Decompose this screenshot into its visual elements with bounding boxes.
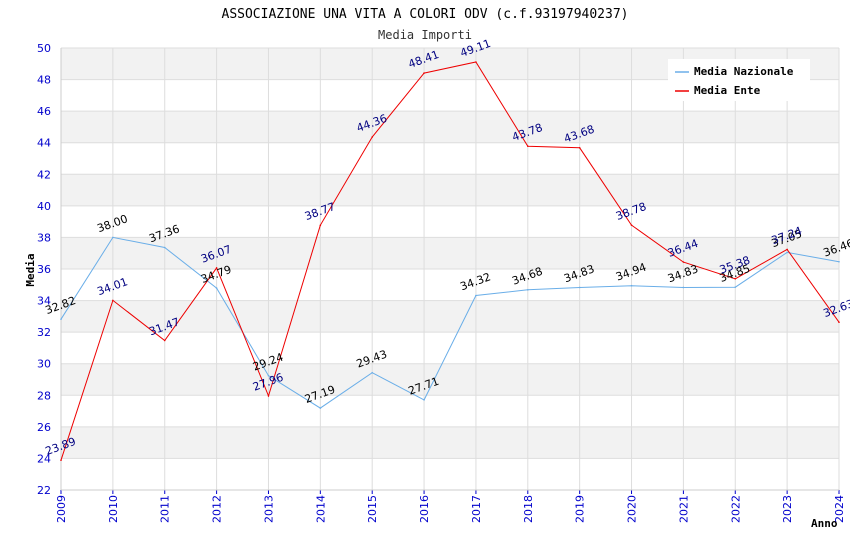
series-lines [60,61,840,461]
grid-band [61,300,839,333]
grid-band [61,111,839,143]
point-media-nazionale-2015 [371,371,374,374]
legend: Media Nazionale Media Ente [668,59,810,101]
y-tick-34: 34 [37,295,51,308]
point-media-nazionale-2023 [786,251,788,254]
point-media-ente-2012 [215,267,218,269]
y-tick-36: 36 [37,263,51,276]
series-line-media-ente [60,61,840,461]
point-media-nazionale-2010 [112,236,114,239]
x-tick-2014: 2014 [314,495,327,523]
legend-label-media-nazionale: Media Nazionale [694,65,794,78]
point-media-nazionale-2024 [838,260,840,263]
point-media-ente-2020 [630,224,633,226]
grid-bands [61,48,839,459]
point-media-ente-2023 [786,248,788,251]
point-media-ente-2013 [267,395,270,397]
x-tick-2010: 2010 [107,495,120,523]
x-tick-2018: 2018 [522,495,535,523]
point-media-nazionale-2019 [578,286,581,289]
y-tick-38: 38 [37,231,51,244]
point-media-nazionale-2022 [734,286,737,288]
point-media-ente-2024 [838,321,840,323]
point-media-ente-2016 [423,72,425,74]
x-tick-labels: 2009 2010 2011 2012 2013 2014 2015 2016 2017 2018… [55,495,846,523]
axes [60,48,839,491]
point-media-nazionale-2014 [319,407,322,409]
point-media-nazionale-2021 [682,286,685,289]
x-tick-2019: 2019 [574,495,587,523]
y-tick-30: 30 [37,358,51,371]
y-tick-26: 26 [37,421,51,434]
x-tick-2011: 2011 [159,495,172,523]
y-tick-22: 22 [37,484,51,497]
point-media-nazionale-2011 [163,246,166,249]
grid-band [61,237,839,269]
point-media-ente-2011 [163,339,166,342]
point-media-nazionale-2013 [267,374,270,377]
legend-box [668,59,810,101]
x-tick-2020: 2020 [626,495,639,523]
y-tick-32: 32 [37,326,51,339]
x-tick-2023: 2023 [781,495,794,523]
y-tick-24: 24 [37,452,51,465]
point-media-ente-2015 [371,136,374,138]
point-media-nazionale-2016 [423,399,425,401]
x-tick-2021: 2021 [677,495,690,523]
x-tick-2017: 2017 [470,495,483,523]
point-media-nazionale-2018 [527,289,529,291]
y-tick-28: 28 [37,389,51,402]
grid-band [61,363,839,396]
grid-band [61,426,839,459]
y-tick-48: 48 [37,74,51,87]
chart-title: ASSOCIAZIONE UNA VITA A COLORI ODV (c.f.… [222,7,629,22]
y-tick-44: 44 [37,137,51,150]
y-tick-40: 40 [37,200,51,213]
x-tick-2012: 2012 [211,495,224,523]
point-media-ente-2018 [527,145,529,147]
y-axis-label: Media [24,253,37,286]
point-media-nazionale-2017 [475,294,477,297]
y-tick-46: 46 [37,105,51,118]
point-media-ente-2022 [734,277,737,280]
x-tick-2009: 2009 [55,495,68,523]
chart-subtitle: Media Importi [378,28,472,42]
x-tick-2015: 2015 [366,495,379,523]
point-media-nazionale-2020 [630,284,633,287]
x-axis-label: Anno [811,517,838,530]
point-media-nazionale-2009 [60,318,62,320]
x-tick-2013: 2013 [262,495,275,523]
point-media-ente-2017 [475,61,477,63]
series-line-media-nazionale [60,236,840,409]
y-tick-50: 50 [37,42,51,55]
point-media-ente-2014 [319,224,322,227]
point-media-ente-2010 [112,299,114,302]
point-media-ente-2009 [60,459,62,461]
x-tick-2022: 2022 [729,495,742,523]
x-tick-2024: 2024 [833,495,846,523]
y-tick-42: 42 [37,168,51,181]
y-tick-labels: 22 24 26 28 30 32 34 36 38 40 42 44 46 48 50 [37,42,51,497]
point-media-ente-2021 [682,261,685,263]
point-media-nazionale-2012 [215,287,218,289]
point-media-ente-2019 [578,146,581,149]
x-tick-2016: 2016 [418,495,431,523]
grid-band [61,174,839,206]
legend-label-media-ente: Media Ente [694,84,761,97]
